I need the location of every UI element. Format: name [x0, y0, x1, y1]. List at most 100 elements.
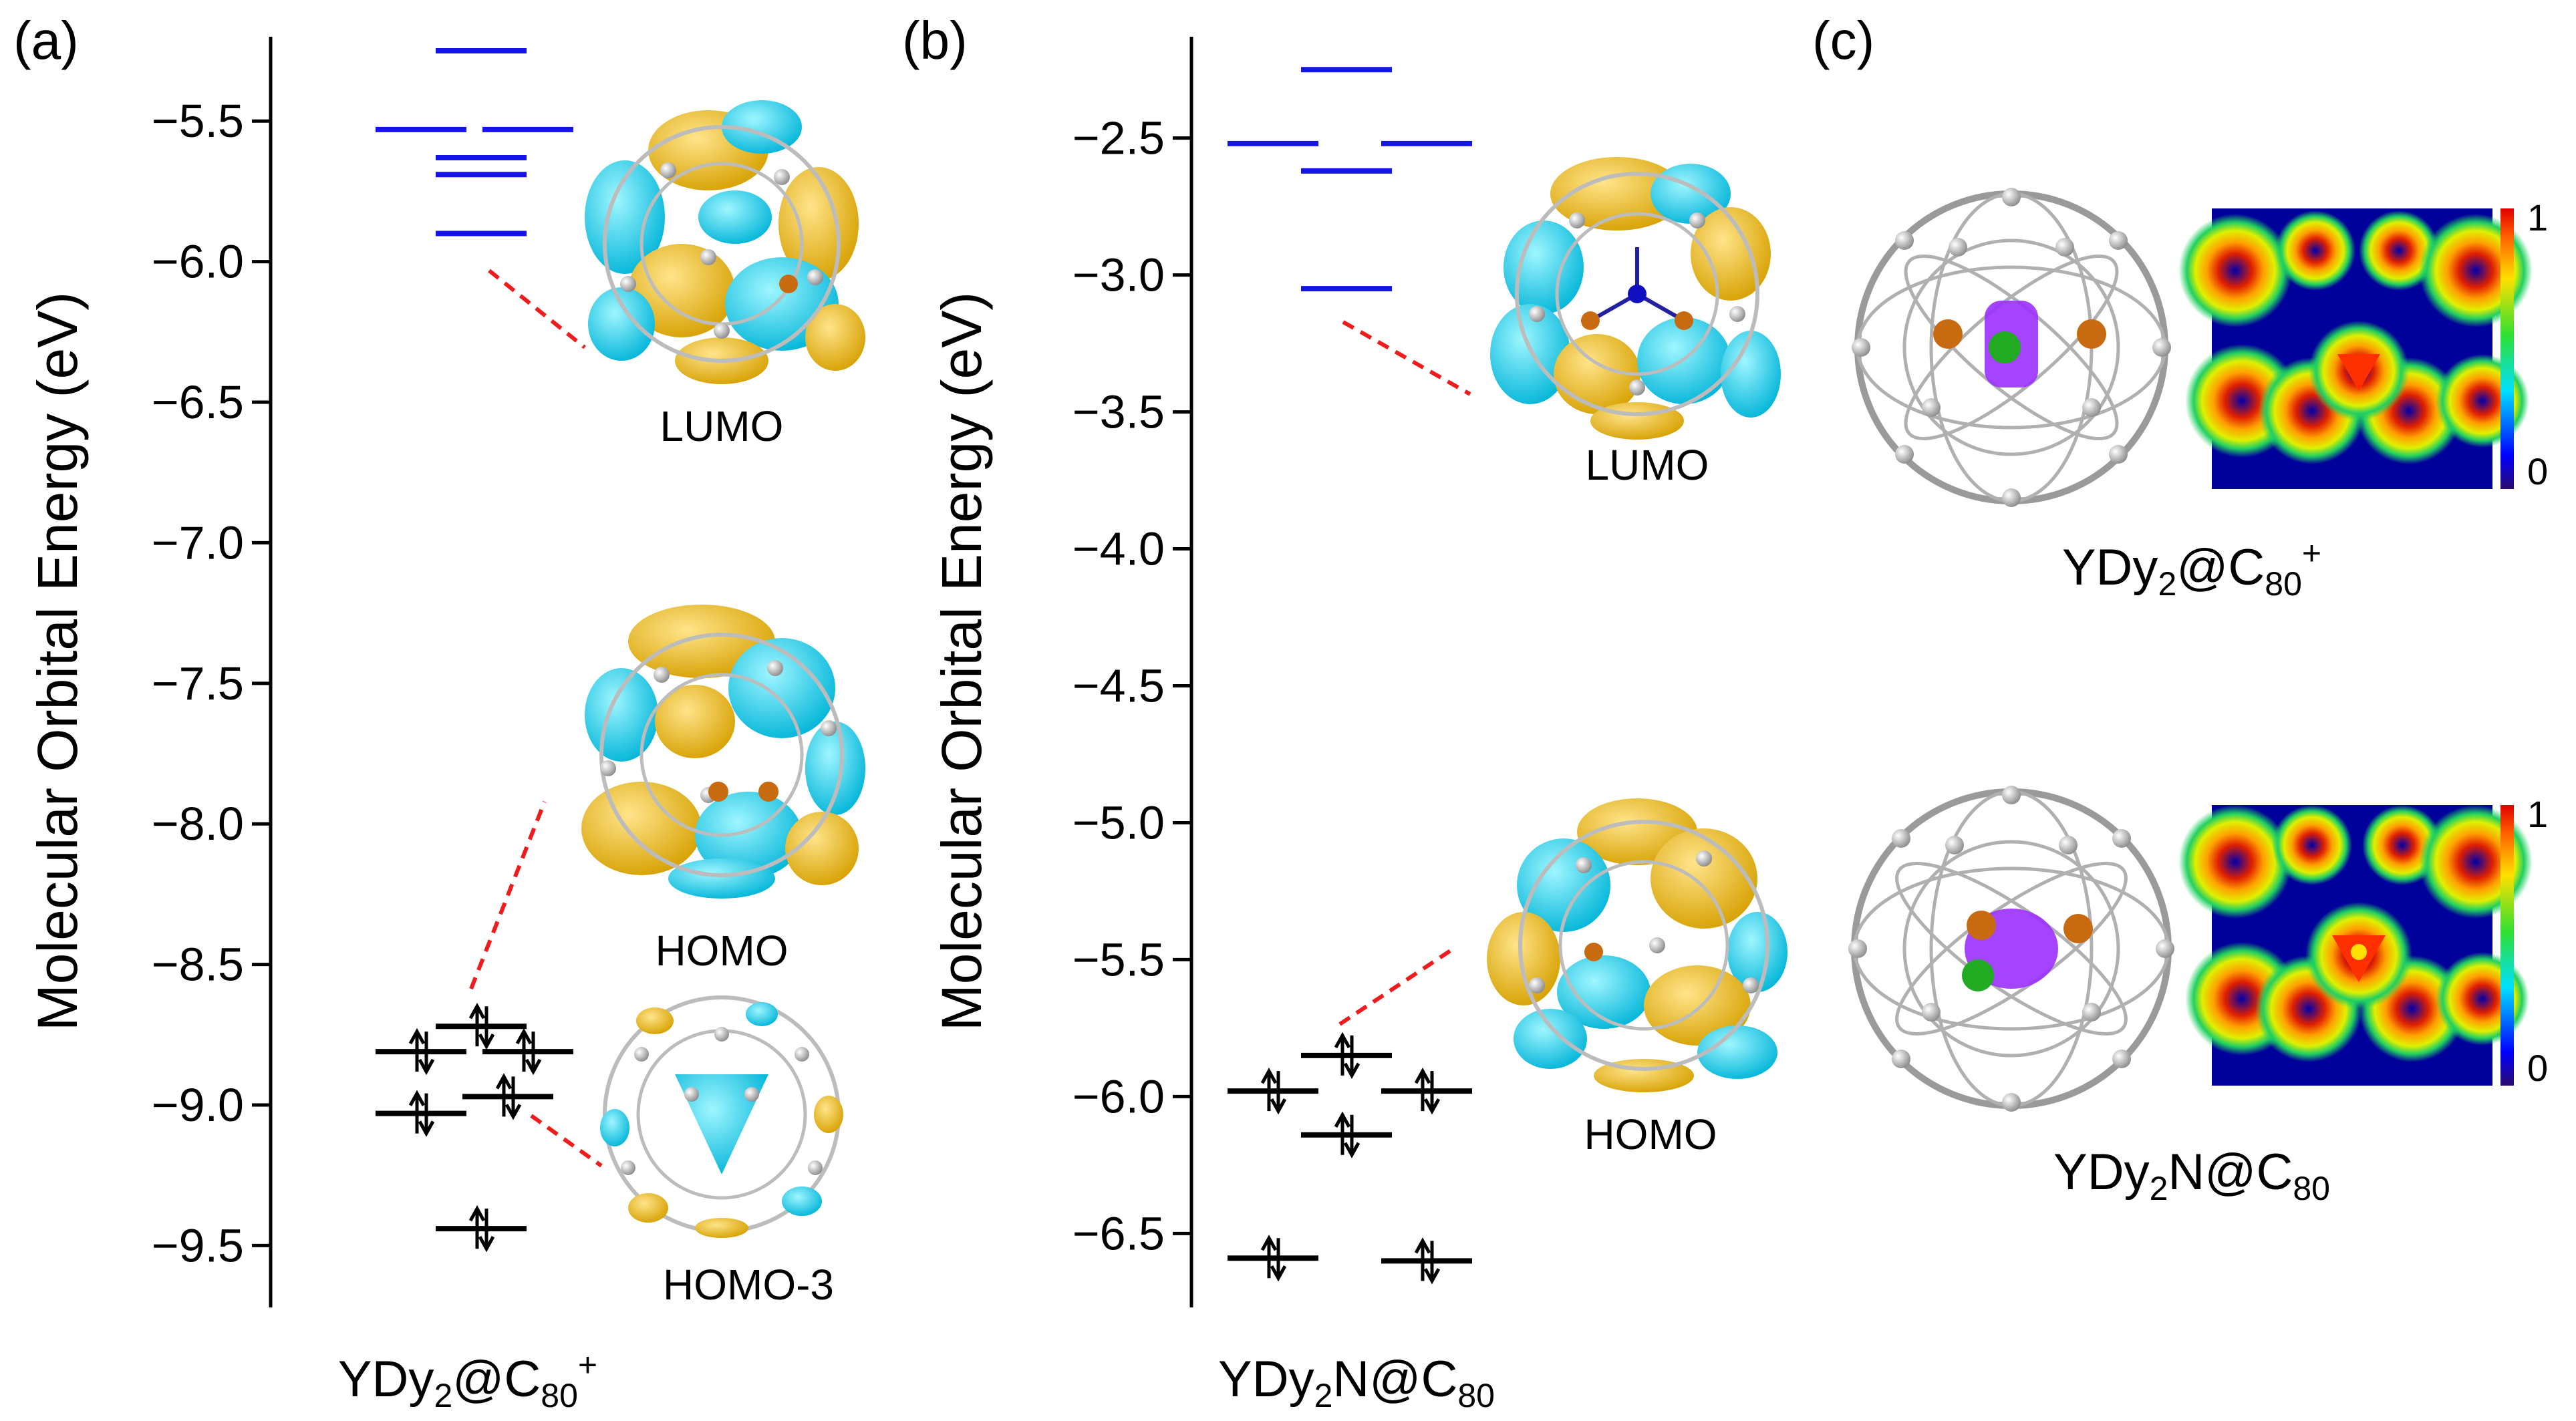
spin-down-arrow-a-3: [505, 1076, 522, 1120]
molecule-a-mid: @C: [452, 1351, 541, 1408]
y-tick-label-b-6: −5.5: [1072, 933, 1165, 985]
spin-up-arrow-b-0: [1334, 1032, 1351, 1076]
spin-up-arrow-b-4: [1260, 1235, 1278, 1279]
colorbar-top-min: 0: [2527, 450, 2548, 492]
y-axis-label-b: Molecular Orbital Energy (eV): [930, 292, 993, 1031]
spin-down-arrow-a-2: [525, 1032, 542, 1076]
heatmap-top: [2178, 208, 2533, 489]
molecule-b-sub2: 80: [1457, 1377, 1495, 1414]
molecule-b-sub1: 2: [1314, 1377, 1333, 1414]
molecule-a-sub2: 80: [541, 1377, 578, 1414]
homo-label-b: HOMO: [1584, 1110, 1717, 1158]
molecule-b-mid: N@C: [1332, 1351, 1457, 1408]
molecule-c2-sub1: 2: [2150, 1170, 2168, 1207]
y-tick-label-b-8: −6.5: [1072, 1207, 1165, 1259]
panel-label-b: (b): [902, 11, 968, 70]
panel-a: −5.5 −6.0 −6.5 −7.0 −7.5 −8.0 −8.5 −9.0 −9.5 Mol…: [26, 37, 869, 1414]
y-tick-label-b-4: −4.5: [1072, 659, 1165, 712]
molecule-c1-mid: @C: [2176, 539, 2265, 596]
homo-orbital-image-a: [575, 605, 869, 902]
spin-up-arrow-a-2: [515, 1028, 533, 1072]
spin-down-arrow-b-4: [1270, 1238, 1287, 1282]
molecule-label-c-bottom: YDy2N@C80: [2053, 1144, 2330, 1207]
molecule-c1-sup: +: [2302, 534, 2321, 572]
spin-up-arrow-b-2: [1414, 1068, 1431, 1112]
molecule-label-a: YDy2@C80+: [338, 1346, 597, 1414]
colorbar-bottom-min: 0: [2527, 1047, 2548, 1089]
lumo-connector-b: [1342, 320, 1471, 396]
molecule-c2-sub2: 80: [2293, 1170, 2330, 1207]
spin-down-arrow-b-3: [1343, 1114, 1361, 1158]
spin-up-arrow-a-1: [408, 1028, 426, 1072]
y-tick-label-a-4: −7.5: [152, 657, 244, 709]
molecule-a-sub1: 2: [434, 1377, 452, 1414]
y-tick-label-a-7: −9.0: [152, 1079, 244, 1131]
y-ticks-b: −2.5 −3.0 −3.5 −4.0 −4.5 −5.0 −5.5 −6.0 −6.5: [1072, 112, 1191, 1259]
spin-down-arrow-a-4: [418, 1093, 435, 1137]
molecule-a-prefix: YDy: [338, 1351, 434, 1408]
spin-down-arrow-b-1: [1270, 1071, 1287, 1115]
spin-down-arrow-b-0: [1343, 1035, 1361, 1080]
panel-b: −2.5 −3.0 −3.5 −4.0 −4.5 −5.0 −5.5 −6.0 −6.5 Mol…: [930, 37, 1791, 1414]
spin-down-arrow-b-2: [1423, 1071, 1441, 1115]
colorbar-bottom-max: 1: [2527, 793, 2548, 835]
y-tick-label-a-1: −6.0: [152, 236, 244, 288]
homo3-label-a: HOMO-3: [663, 1261, 834, 1309]
spin-down-arrow-a-5: [478, 1209, 495, 1253]
homo-connector-b: [1338, 947, 1455, 1026]
molecule-label-b: YDy2N@C80: [1218, 1351, 1495, 1414]
y-tick-label-b-2: −3.5: [1072, 386, 1165, 438]
y-tick-label-a-8: −9.5: [152, 1219, 244, 1271]
molecule-c2-mid: N@C: [2168, 1144, 2293, 1201]
y-tick-label-a-6: −8.5: [152, 939, 244, 991]
y-tick-label-a-5: −8.0: [152, 798, 244, 850]
lumo-label-a: LUMO: [660, 402, 784, 450]
lumo-connector-a: [488, 269, 586, 349]
colorbar-top-max: 1: [2527, 196, 2548, 239]
spin-down-arrow-a-1: [418, 1032, 435, 1076]
spin-up-arrow-b-3: [1334, 1111, 1351, 1155]
cage-structure-bottom: [1848, 786, 2174, 1112]
spin-up-arrow-a-3: [495, 1073, 513, 1117]
levels-b: [1228, 67, 1472, 1285]
y-tick-label-b-7: −6.0: [1072, 1070, 1165, 1122]
y-axis-label-a: Molecular Orbital Energy (eV): [26, 292, 89, 1031]
y-tick-label-a-0: −5.5: [152, 95, 244, 147]
lumo-orbital-image-b: [1490, 150, 1781, 440]
molecule-a-sup: +: [578, 1346, 597, 1384]
spin-down-arrow-a-0: [478, 1006, 495, 1050]
spin-up-arrow-b-1: [1260, 1068, 1278, 1112]
cage-structure-top: [1852, 188, 2171, 507]
heatmap-bottom: [2178, 805, 2533, 1086]
homo-label-a: HOMO: [655, 927, 788, 975]
homo3-connector-a: [530, 1114, 603, 1168]
molecule-label-c-top: YDy2@C80+: [2062, 534, 2321, 603]
y-tick-label-a-3: −7.0: [152, 516, 244, 569]
y-ticks-a: −5.5 −6.0 −6.5 −7.0 −7.5 −8.0 −8.5 −9.0 −9.5: [152, 95, 271, 1271]
spin-up-arrow-a-0: [468, 1003, 486, 1047]
homo3-orbital-image-a: [598, 991, 845, 1238]
lumo-orbital-image-a: [580, 100, 865, 385]
homo-connector-a: [469, 800, 547, 990]
colorbar-bottom: [2500, 805, 2514, 1086]
y-tick-label-b-3: −4.0: [1072, 523, 1165, 575]
panel-c: 1 0 1 0 YDy2@C80+ YDy2N@C80: [1848, 188, 2548, 1207]
y-tick-label-b-0: −2.5: [1072, 112, 1165, 164]
spin-up-arrow-b-5: [1414, 1237, 1431, 1281]
molecule-c1-sub2: 80: [2265, 565, 2302, 603]
molecule-c1-prefix: YDy: [2062, 539, 2158, 596]
y-tick-label-b-5: −5.0: [1072, 796, 1165, 848]
levels-a: [376, 48, 573, 1253]
molecule-b-prefix: YDy: [1218, 1351, 1314, 1408]
spin-down-arrow-b-5: [1423, 1241, 1441, 1285]
panel-label-a: (a): [13, 11, 79, 70]
homo-orbital-image-b: [1487, 798, 1791, 1092]
panel-label-c: (c): [1812, 11, 1874, 70]
spin-up-arrow-a-5: [468, 1205, 486, 1249]
molecule-c2-prefix: YDy: [2053, 1144, 2150, 1201]
lumo-label-b: LUMO: [1586, 441, 1709, 489]
y-tick-label-b-1: −3.0: [1072, 249, 1165, 301]
spin-up-arrow-a-4: [408, 1090, 426, 1134]
y-tick-label-a-2: −6.5: [152, 376, 244, 428]
